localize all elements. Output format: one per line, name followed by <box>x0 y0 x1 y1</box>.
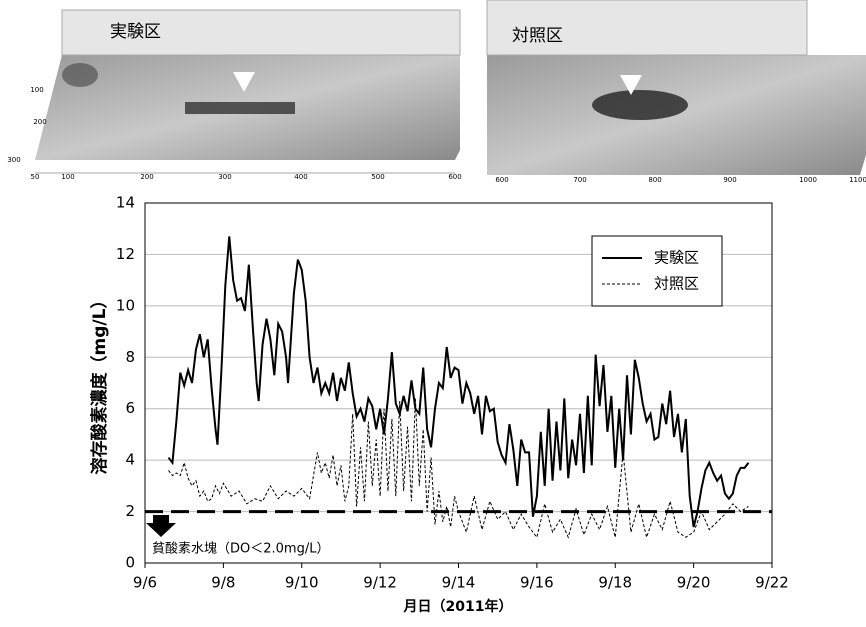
y-tick-label: 12 <box>116 245 135 263</box>
panel-tick: 800 <box>648 176 661 184</box>
x-tick-label: 9/14 <box>442 574 476 592</box>
y-tick-label: 14 <box>116 194 135 212</box>
data-line <box>169 398 749 537</box>
legend-label: 対照区 <box>654 275 699 293</box>
x-tick-label: 9/10 <box>285 574 319 592</box>
panel-label: 実験区 <box>110 22 161 42</box>
y-tick-label: 10 <box>116 296 135 314</box>
panel-tick: 500 <box>371 173 384 181</box>
panel-left <box>35 10 460 173</box>
panel-tick: 100 <box>30 86 43 94</box>
panel-tick: 900 <box>723 176 736 184</box>
panel-tick: 200 <box>140 173 153 181</box>
panel-tick: 600 <box>495 176 508 184</box>
x-tick-label: 9/20 <box>677 574 711 592</box>
y-axis-label: 溶存酸素濃度（mg/L） <box>89 292 110 475</box>
y-tick-label: 4 <box>125 451 135 469</box>
x-tick-label: 9/12 <box>363 574 397 592</box>
annotation: 貧酸素水塊（DO＜2.0mg/L） <box>152 541 329 557</box>
panel-tick: 100 <box>61 173 74 181</box>
panel-label: 対照区 <box>512 26 563 46</box>
panel-tick: 400 <box>294 173 307 181</box>
y-tick-label: 0 <box>125 554 135 572</box>
x-tick-label: 9/16 <box>520 574 554 592</box>
panel-tick: 300 <box>218 173 231 181</box>
arrow <box>146 515 176 537</box>
figure: 実験区 対照区 溶存酸素濃度（mg/L） 月日（2011年） 貧酸素水塊（DO＜… <box>0 0 866 623</box>
x-tick-label: 9/18 <box>598 574 632 592</box>
panel-tick: 700 <box>573 176 586 184</box>
x-tick-label: 9/6 <box>133 574 157 592</box>
panel-tick: 200 <box>33 118 46 126</box>
x-axis-label: 月日（2011年） <box>403 598 513 615</box>
legend-label: 実験区 <box>654 249 699 267</box>
y-tick-label: 8 <box>125 348 135 366</box>
y-tick-label: 2 <box>125 502 135 520</box>
panel-tick: 1000 <box>799 176 817 184</box>
panel-tick: 50 <box>31 173 40 181</box>
panel-tick: 300 <box>7 156 20 164</box>
x-tick-label: 9/22 <box>755 574 789 592</box>
y-tick-label: 6 <box>125 399 135 417</box>
x-tick-label: 9/8 <box>211 574 235 592</box>
panel-tick: 600 <box>448 173 461 181</box>
legend-box <box>592 236 722 306</box>
panel-tick: 1100 <box>849 176 866 184</box>
